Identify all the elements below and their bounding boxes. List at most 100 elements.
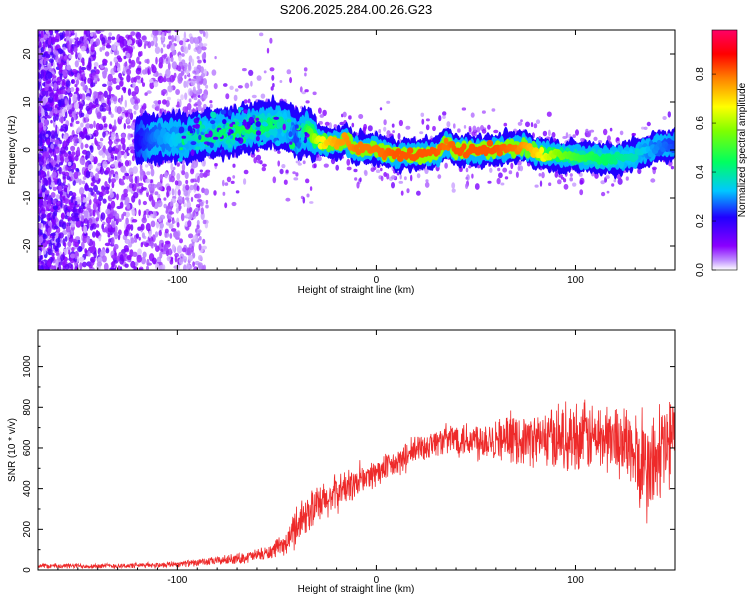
- spectrogram-halo-cell: [569, 173, 573, 177]
- spectrogram-ridge-cell: [269, 120, 273, 128]
- spectrogram-halo-cell: [520, 119, 523, 123]
- spectrogram-noise-cell: [47, 227, 52, 234]
- spectrogram-noise-cell: [196, 219, 200, 226]
- spectrogram-noise-cell: [84, 161, 89, 168]
- spectrogram-noise-cell: [164, 228, 169, 234]
- spectrogram-ridge-cell: [179, 147, 184, 151]
- spectrogram-halo-cell: [421, 118, 425, 125]
- spectrogram-ridge-cell: [239, 145, 243, 149]
- spectrogram-noise-cell: [74, 241, 80, 248]
- spectrogram-noise-cell: [82, 235, 88, 244]
- spectrogram-halo-cell: [213, 190, 217, 196]
- spectrogram-halo-cell: [243, 169, 249, 175]
- spectrogram-noise-cell: [122, 143, 126, 151]
- spectrogram-halo-cell: [613, 179, 617, 183]
- spectrogram-halo-cell: [465, 167, 469, 173]
- spectrogram-ridge-cell: [242, 119, 247, 126]
- spectrogram-noise-cell: [66, 222, 69, 227]
- spectrogram-noise-cell: [146, 265, 149, 270]
- spectrogram-noise-cell: [67, 103, 70, 111]
- spectrogram-noise-cell: [146, 58, 150, 64]
- spectrogram-noise-cell: [41, 207, 46, 215]
- spectrogram-noise-cell: [47, 248, 53, 256]
- spectrogram-noise-cell: [116, 255, 120, 262]
- spectrogram-noise-cell: [45, 80, 51, 85]
- spectrogram-noise-cell: [186, 201, 192, 209]
- spectrogram-ridge-cell: [198, 134, 202, 141]
- spectrogram-noise-cell: [39, 137, 42, 145]
- spectrogram-halo-cell: [373, 166, 377, 171]
- spectrogram-noise-cell: [146, 90, 152, 94]
- spectrogram-noise-cell: [132, 166, 138, 174]
- spectrogram-noise-cell: [68, 96, 72, 105]
- spectrogram-halo-cell: [400, 190, 404, 196]
- spectrogram-noise-cell: [145, 178, 151, 184]
- spectrogram-noise-cell: [166, 256, 171, 262]
- spectrogram-noise-cell: [122, 175, 126, 180]
- spectrogram-noise-cell: [46, 203, 51, 209]
- spectrogram-noise-cell: [200, 66, 204, 74]
- spectrogram-noise-cell: [103, 90, 108, 99]
- spectrogram-noise-cell: [174, 30, 180, 33]
- spectrogram-noise-cell: [75, 236, 80, 241]
- spectrogram-halo-cell: [392, 130, 395, 134]
- spectrogram-halo-cell: [444, 162, 448, 169]
- spectrogram-noise-cell: [99, 137, 104, 142]
- spectrogram-noise-cell: [202, 238, 206, 245]
- spectrogram-noise-cell: [89, 171, 94, 177]
- spectrogram-ridge-cell: [255, 135, 260, 142]
- spectrogram-ridge-cell: [252, 123, 256, 130]
- spectrogram-halo-cell: [272, 83, 275, 88]
- spectrogram-noise-cell: [82, 149, 88, 155]
- spectrogram-halo-cell: [510, 162, 514, 170]
- spectrogram-noise-cell: [82, 127, 88, 135]
- spectrogram-ridge-cell: [210, 139, 215, 143]
- colorbar-label: Normalized spectral amplitude: [737, 82, 748, 217]
- spectrogram-noise-cell: [40, 217, 44, 225]
- spectrogram-noise-cell: [81, 180, 86, 185]
- spectrogram-ridge-cell: [276, 121, 281, 129]
- spectrogram-halo-cell: [398, 119, 403, 127]
- spectrogram-noise-cell: [159, 251, 163, 259]
- spectrogram-noise-cell: [105, 208, 111, 215]
- spectrogram-noise-cell: [202, 79, 207, 86]
- spectrogram-noise-cell: [38, 193, 42, 198]
- spectrogram-noise-cell: [196, 76, 200, 85]
- spectrogram-noise-cell: [120, 137, 126, 145]
- spectrogram-noise-cell: [195, 43, 198, 48]
- spectrogram-noise-cell: [85, 30, 91, 38]
- spectrogram-noise-cell: [40, 70, 45, 79]
- spectrogram-halo-cell: [585, 128, 589, 134]
- spectrogram-noise-cell: [174, 255, 178, 263]
- spectrogram-noise-cell: [90, 82, 96, 87]
- spectrogram-noise-cell: [96, 209, 99, 216]
- spectrogram-noise-cell: [70, 87, 75, 92]
- spectrogram-ridge: [134, 94, 675, 180]
- spectrogram-halo-cell: [302, 196, 306, 204]
- spectrogram-ridge-cell: [265, 132, 271, 138]
- spectrogram-halo-cell: [597, 140, 603, 144]
- spectrogram-noise-cell: [38, 206, 41, 214]
- spectrogram-noise-cell: [75, 120, 80, 125]
- spectrogram-noise-cell: [38, 81, 41, 89]
- spectrogram-noise-cell: [142, 213, 146, 221]
- spectrogram-halo-cell: [306, 193, 310, 198]
- spectrogram-halo-cell: [271, 74, 275, 81]
- spectrogram-halo-cell: [399, 174, 402, 180]
- spectrogram-noise-cell: [45, 133, 49, 138]
- spectrogram-noise-cell: [54, 139, 60, 145]
- spectrogram-halo-cell: [358, 114, 364, 119]
- spectrogram-noise-cell: [123, 87, 127, 94]
- spectrogram-noise-cell: [111, 131, 116, 138]
- spectrogram-noise-cell: [160, 47, 164, 54]
- spectrogram-halo-cell: [214, 56, 217, 60]
- spectrogram-halo-cell: [538, 173, 542, 177]
- spectrogram-halo-cell: [292, 171, 296, 175]
- spectrogram-noise-cell: [58, 185, 62, 192]
- spectrogram-noise-cell: [86, 220, 90, 229]
- spectrogram-ridge-cell: [241, 143, 247, 149]
- spectrogram-noise-cell: [47, 62, 52, 70]
- spectrogram-noise-cell: [175, 89, 181, 95]
- spectrogram-halo-cell: [472, 125, 477, 133]
- spectrogram-noise-cell: [139, 168, 144, 176]
